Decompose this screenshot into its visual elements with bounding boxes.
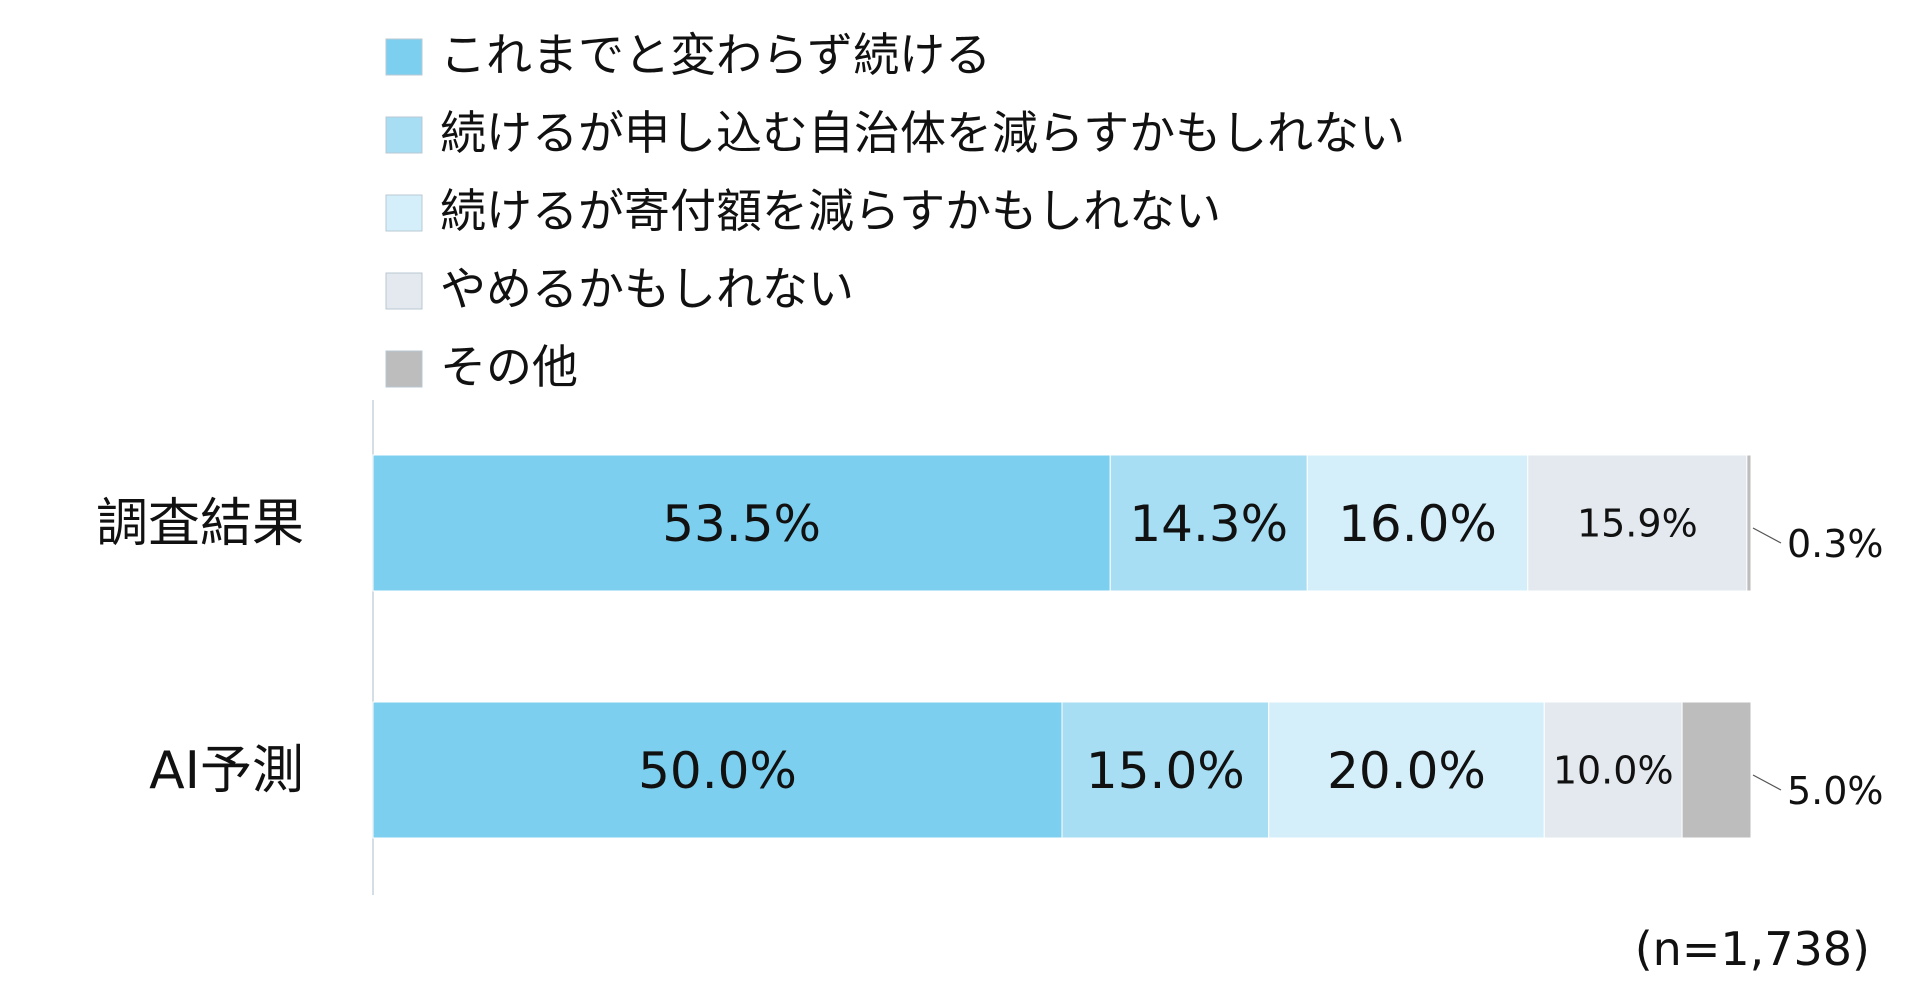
category-label: 調査結果: [96, 494, 304, 554]
data-label: 53.5%: [662, 495, 821, 553]
data-labels: 53.5% 14.3% 16.0% 15.9% 0.3% 50.0% 15.0% 20.0% 1…: [638, 495, 1883, 813]
leader-line: [1752, 527, 1782, 544]
sample-size-note: (n=1,738): [1635, 922, 1870, 976]
bar-segment: [372, 454, 1111, 592]
legend-label: 続けるが寄付額を減らすかもしれない: [440, 184, 1221, 238]
data-label: 10.0%: [1553, 749, 1674, 793]
data-label: 5.0%: [1787, 769, 1884, 813]
data-label: 16.0%: [1338, 495, 1497, 553]
bar-segment: [1306, 454, 1529, 592]
bar-segment: [1061, 701, 1270, 839]
data-label: 20.0%: [1327, 742, 1486, 800]
legend-swatch: [385, 350, 423, 388]
data-label: 0.3%: [1787, 522, 1884, 566]
legend-swatch: [385, 194, 423, 232]
bars: [372, 454, 1752, 839]
category-labels: 調査結果 AI予測: [96, 494, 304, 801]
data-label: 15.9%: [1577, 502, 1698, 546]
data-label: 15.0%: [1086, 742, 1245, 800]
bar-segment: [1109, 454, 1308, 592]
bar-segment: [1543, 701, 1683, 839]
legend-swatch: [385, 272, 423, 310]
legend-label: 続けるが申し込む自治体を減らすかもしれない: [440, 106, 1405, 160]
legend-label: その他: [440, 340, 578, 394]
category-label: AI予測: [149, 741, 304, 801]
legend-swatch: [385, 38, 423, 76]
bar-segment: [1681, 701, 1752, 839]
data-label: 14.3%: [1129, 495, 1288, 553]
legend-swatch: [385, 116, 423, 154]
data-label: 50.0%: [638, 742, 797, 800]
leader-line: [1752, 774, 1782, 791]
legend: これまでと変わらず続ける続けるが申し込む自治体を減らすかもしれない続けるが寄付額…: [385, 28, 1405, 394]
bar-segment: [1746, 454, 1752, 592]
legend-label: やめるかもしれない: [440, 262, 854, 316]
legend-label: これまでと変わらず続ける: [440, 28, 991, 82]
